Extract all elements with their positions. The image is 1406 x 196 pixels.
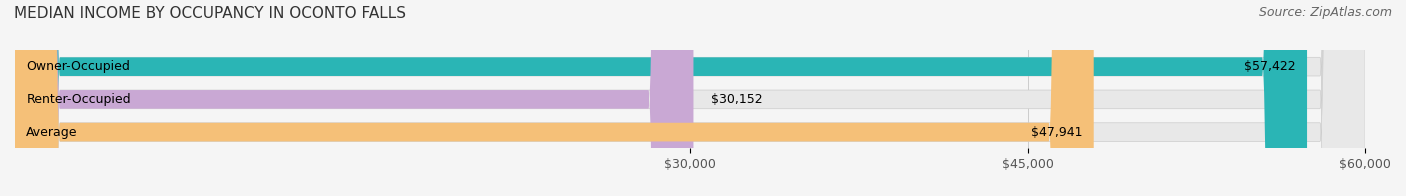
Text: Renter-Occupied: Renter-Occupied xyxy=(27,93,131,106)
Text: Average: Average xyxy=(27,126,77,139)
Text: Source: ZipAtlas.com: Source: ZipAtlas.com xyxy=(1258,6,1392,19)
FancyBboxPatch shape xyxy=(15,0,1094,196)
Text: Owner-Occupied: Owner-Occupied xyxy=(27,60,131,73)
FancyBboxPatch shape xyxy=(15,0,1365,196)
Text: $47,941: $47,941 xyxy=(1031,126,1083,139)
FancyBboxPatch shape xyxy=(15,0,1308,196)
FancyBboxPatch shape xyxy=(15,0,1365,196)
Text: MEDIAN INCOME BY OCCUPANCY IN OCONTO FALLS: MEDIAN INCOME BY OCCUPANCY IN OCONTO FAL… xyxy=(14,6,406,21)
Text: $57,422: $57,422 xyxy=(1244,60,1296,73)
Text: $30,152: $30,152 xyxy=(711,93,763,106)
FancyBboxPatch shape xyxy=(15,0,1365,196)
FancyBboxPatch shape xyxy=(15,0,693,196)
